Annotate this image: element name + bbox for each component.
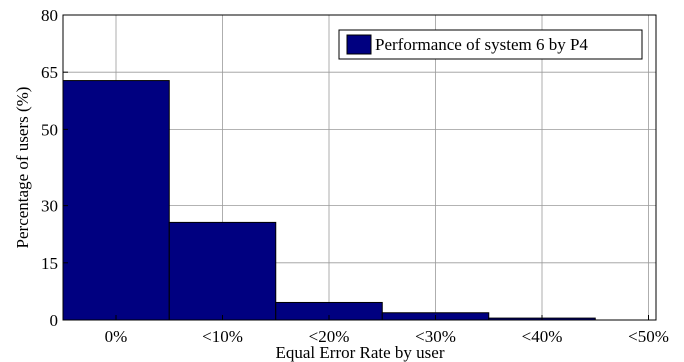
y-tick-label: 80 bbox=[41, 6, 58, 25]
x-tick-label: 0% bbox=[105, 327, 128, 346]
y-tick-label: 0 bbox=[50, 311, 59, 330]
y-axis-ticks: 0 15 30 50 65 80 bbox=[41, 6, 68, 330]
legend-label: Performance of system 6 by P4 bbox=[375, 35, 588, 54]
x-tick-label: <40% bbox=[522, 327, 563, 346]
y-tick-label: 50 bbox=[41, 120, 58, 139]
y-tick-label: 15 bbox=[41, 254, 58, 273]
x-tick-label: <30% bbox=[415, 327, 456, 346]
legend-box bbox=[338, 29, 643, 60]
x-tick-label: <20% bbox=[309, 327, 350, 346]
bar bbox=[168, 221, 277, 321]
legend-swatch bbox=[346, 34, 372, 55]
x-tick-label: <10% bbox=[202, 327, 243, 346]
plot-frame bbox=[62, 14, 657, 321]
x-tick-label: <50% bbox=[628, 327, 669, 346]
x-axis-ticks: 0% <10% <20% <30% <40% <50% bbox=[105, 315, 669, 346]
bars bbox=[62, 80, 596, 321]
x-axis-label: Equal Error Rate by user bbox=[276, 343, 445, 362]
y-tick-label: 65 bbox=[41, 63, 58, 82]
legend: Performance of system 6 by P4 bbox=[338, 29, 643, 60]
bar bbox=[62, 80, 170, 321]
y-axis-label: Percentage of users (%) bbox=[13, 87, 32, 249]
y-tick-label: 30 bbox=[41, 197, 58, 216]
